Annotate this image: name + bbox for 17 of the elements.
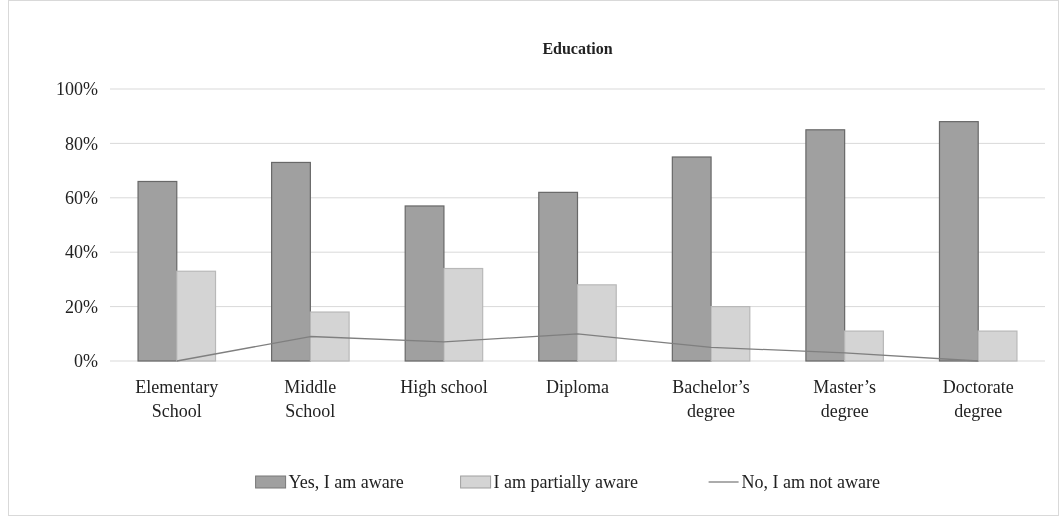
- x-tick-label: Elementary School: [135, 377, 219, 421]
- legend-label: No, I am not aware: [741, 472, 881, 492]
- legend-label: I am partially aware: [493, 472, 639, 492]
- x-tick-label: Middle School: [284, 377, 337, 421]
- y-tick-label: 100%: [56, 79, 98, 100]
- x-tick-label: Diploma: [546, 377, 609, 397]
- y-tick-label: 20%: [65, 296, 98, 317]
- x-tick-label: High school: [400, 377, 488, 397]
- legend-label: Yes, I am aware: [288, 472, 404, 492]
- x-tick-label: Master’s degree: [813, 377, 876, 421]
- y-tick-label: 40%: [65, 242, 98, 263]
- y-tick-label: 80%: [65, 133, 98, 154]
- y-tick-label: 0%: [74, 351, 98, 372]
- chart-title: Education: [542, 40, 613, 57]
- y-tick-label: 60%: [65, 188, 98, 209]
- x-tick-label: Bachelor’s degree: [672, 377, 750, 421]
- x-tick-label: Doctorate degree: [942, 377, 1014, 421]
